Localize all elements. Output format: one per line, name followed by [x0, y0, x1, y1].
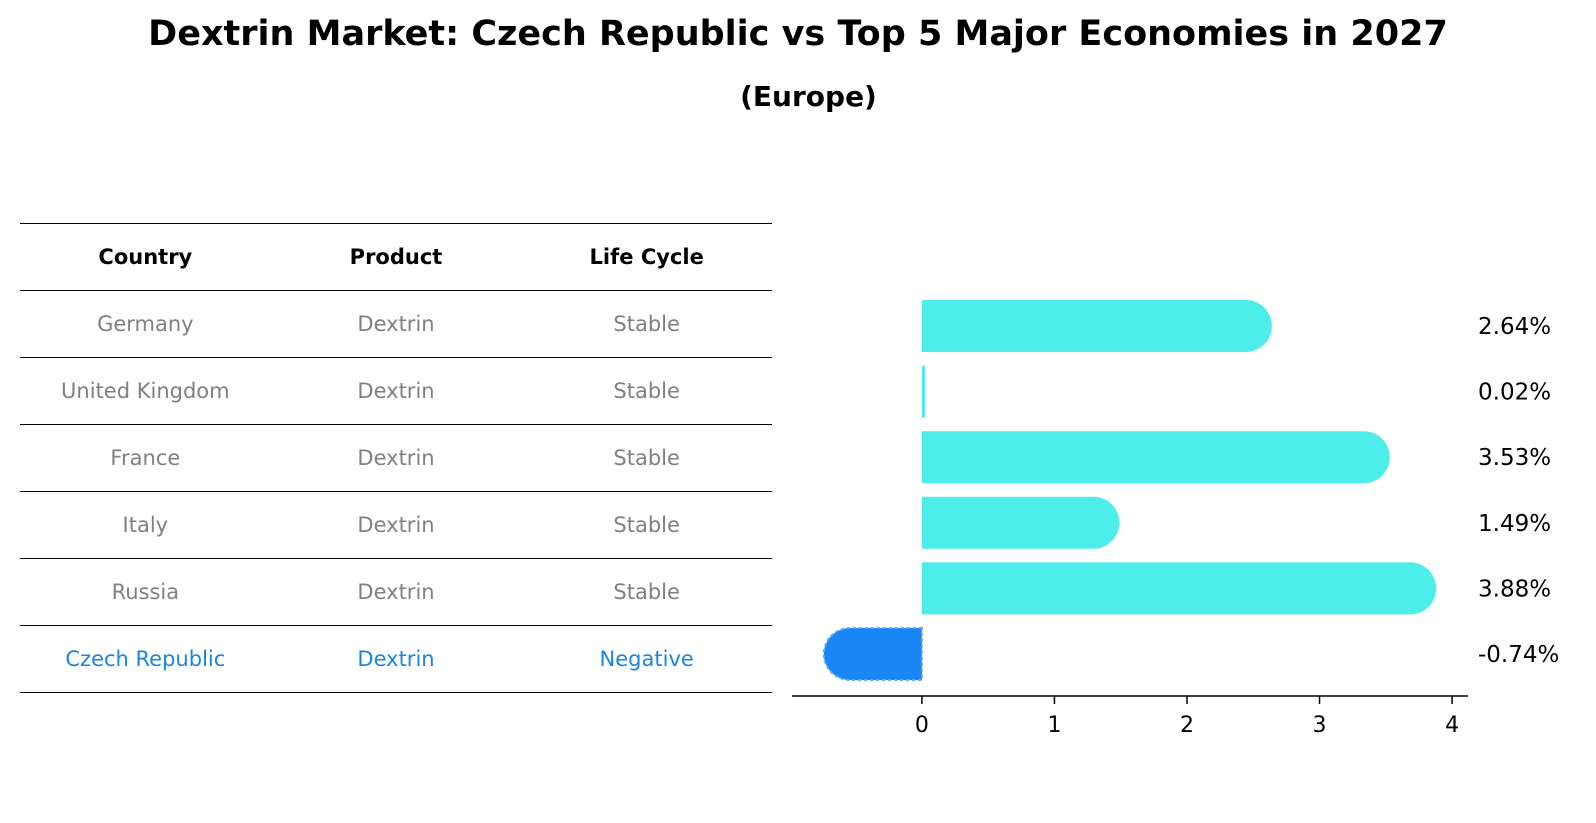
bar-value-label: -0.74% — [1478, 642, 1559, 668]
cell-life-cycle: Stable — [613, 379, 680, 403]
bar-czech-republic — [822, 627, 923, 681]
table-row-highlight: Czech Republic Dextrin Negative — [20, 625, 772, 693]
cell-country: France — [110, 446, 181, 470]
cell-life-cycle: Stable — [613, 580, 680, 604]
header-country: Country — [98, 245, 193, 269]
x-tick-label: 1 — [1047, 713, 1061, 738]
bar-france — [921, 431, 1390, 484]
table-row: Germany Dextrin Stable — [20, 290, 772, 357]
bar-value-label: 2.64% — [1478, 314, 1551, 340]
bar-germany — [921, 300, 1272, 352]
bar-value-label: 0.02% — [1478, 380, 1551, 406]
table-row: United Kingdom Dextrin Stable — [20, 357, 772, 424]
cell-country: Russia — [111, 580, 180, 604]
header-life-cycle: Life Cycle — [589, 245, 704, 269]
cell-life-cycle: Stable — [613, 446, 680, 470]
x-tick-label: 3 — [1313, 713, 1327, 738]
bar-value-label: 3.88% — [1478, 576, 1551, 602]
chart-title: Dextrin Market: Czech Republic vs Top 5 … — [148, 14, 1448, 54]
cell-product: Dextrin — [357, 312, 435, 336]
x-tick-label: 2 — [1180, 713, 1194, 738]
cell-country: Germany — [97, 312, 194, 336]
x-tick-label: 0 — [915, 713, 929, 738]
cell-product: Dextrin — [357, 647, 435, 671]
x-tick-label: 4 — [1445, 713, 1459, 738]
cell-life-cycle: Negative — [599, 647, 694, 671]
bar-italy — [921, 496, 1120, 549]
bar-value-label: 3.53% — [1478, 445, 1551, 471]
cell-product: Dextrin — [357, 446, 435, 470]
table-row: Italy Dextrin Stable — [20, 491, 772, 558]
table-row: Russia Dextrin Stable — [20, 558, 772, 625]
cell-country: United Kingdom — [61, 379, 230, 403]
cell-product: Dextrin — [357, 379, 435, 403]
bar-russia — [921, 562, 1437, 615]
chart-subtitle: (Europe) — [740, 80, 877, 113]
cell-country: Italy — [122, 513, 169, 537]
bar-united-kingdom — [921, 365, 925, 418]
cell-life-cycle: Stable — [613, 513, 680, 537]
data-table: Country Product Life Cycle Germany Dextr… — [20, 223, 772, 693]
table-header-row: Country Product Life Cycle — [20, 223, 772, 290]
cell-life-cycle: Stable — [613, 312, 680, 336]
header-product: Product — [349, 245, 443, 269]
table-row: France Dextrin Stable — [20, 424, 772, 491]
bar-value-label: 1.49% — [1478, 511, 1551, 537]
cell-country: Czech Republic — [65, 647, 226, 671]
cell-product: Dextrin — [357, 580, 435, 604]
cell-product: Dextrin — [357, 513, 435, 537]
